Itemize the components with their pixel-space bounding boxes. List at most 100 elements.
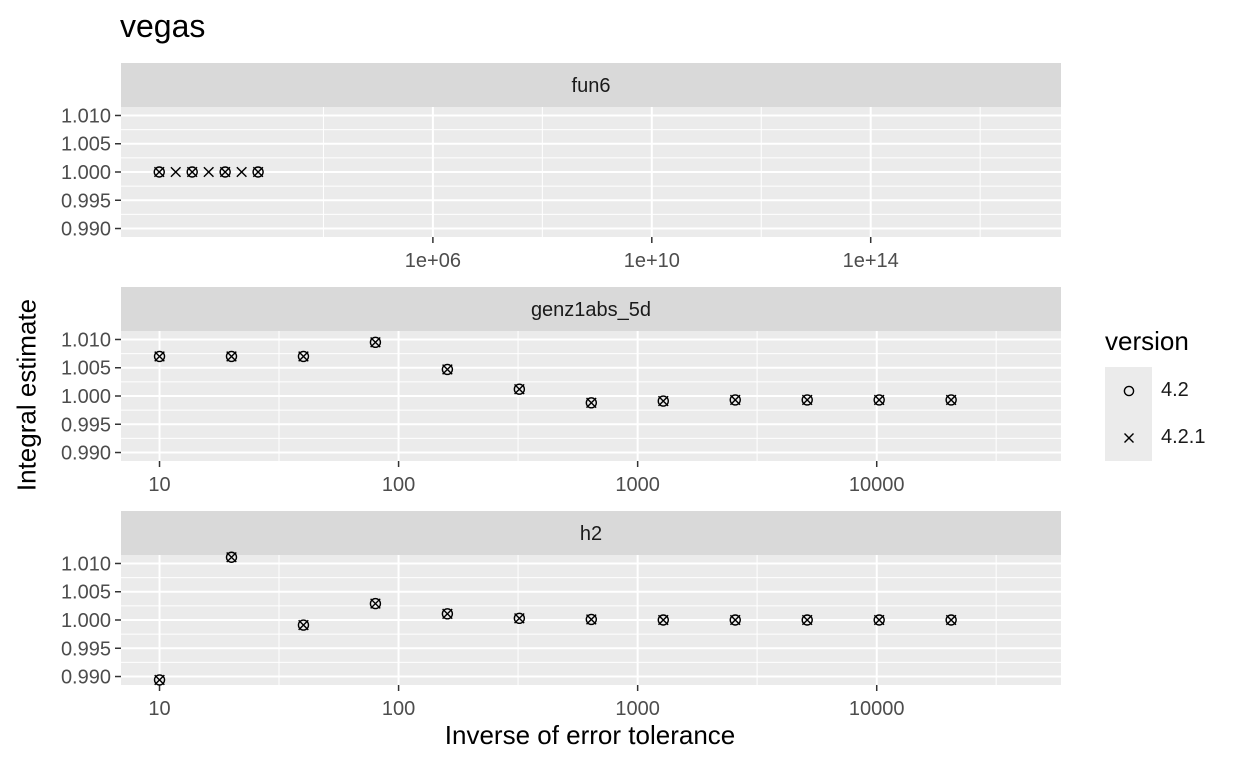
legend-title: version [1105,326,1189,356]
data-point-4-2 [585,397,598,409]
data-point-4-2-1 [370,598,381,609]
data-point-4-2 [369,336,382,349]
legend-entry-4-2-1: 4.2.1 [1105,414,1205,461]
data-point-4-2-1 [514,383,525,395]
cross-icon [1123,432,1134,443]
data-point-4-2-1 [154,674,165,686]
data-point-4-2 [297,350,310,363]
y-tick-label: 0.995 [61,638,111,660]
y-tick-label: 1.000 [61,162,111,184]
data-point-4-2-1 [203,166,214,178]
data-point-4-2-1 [170,166,182,178]
data-point-4-2-1 [586,397,597,409]
x-tick-label: 1000 [615,698,660,720]
x-tick-label: 100 [382,698,415,720]
data-point-4-2-1 [442,364,453,375]
y-tick-label: 1.010 [61,553,111,575]
data-point-4-2-1 [298,351,309,362]
legend-key-circle [1105,367,1152,414]
data-point-4-2 [225,551,238,563]
y-tick-label: 0.990 [61,443,111,465]
y-tick-label: 1.010 [61,105,111,127]
data-point-4-2 [297,619,310,631]
data-point-4-2-1 [252,166,264,178]
x-tick-label: 1000 [615,474,660,496]
y-axis-label: Integral estimate [11,298,42,492]
data-point-4-2-1 [226,551,237,563]
facet-strip-label: fun6 [572,75,611,97]
x-tick-label: 1e+06 [405,250,461,272]
x-tick-label: 1e+14 [843,250,899,272]
data-point-4-2 [513,612,526,625]
data-point-4-2-1 [945,394,957,406]
data-point-4-2-1 [298,619,309,631]
facet-strip [121,511,1061,555]
y-tick-label: 1.000 [61,386,111,408]
data-point-4-2 [153,350,166,363]
legend-label: 4.2 [1161,379,1189,401]
data-point-4-2 [441,363,454,376]
data-point-4-2-1 [945,614,957,626]
data-point-4-2-1 [586,614,597,625]
x-tick-label: 10 [148,698,170,720]
facet-strip [121,63,1061,107]
facet-strip-label: h2 [580,523,602,545]
data-point-4-2 [729,614,741,626]
data-point-4-2 [225,350,238,363]
y-tick-label: 1.005 [61,582,111,604]
legend-entry-4-2: 4.2 [1105,367,1205,414]
data-point-4-2 [801,614,813,626]
data-point-4-2 [252,166,264,178]
chart-title: vegas [120,8,206,44]
y-tick-label: 0.990 [61,667,111,689]
data-point-4-2 [945,394,957,406]
data-point-4-2 [186,166,198,178]
data-point-4-2-1 [873,614,885,626]
data-point-4-2-1 [186,166,198,178]
data-point-4-2 [801,394,813,406]
y-tick-label: 0.990 [61,219,111,241]
x-tick-label: 10000 [849,474,905,496]
x-tick-label: 100 [382,474,415,496]
data-point-4-2-1 [801,394,813,406]
data-point-4-2 [729,394,741,406]
facet-strip [121,287,1061,331]
data-point-4-2-1 [657,614,669,626]
data-point-4-2-1 [801,614,813,626]
y-tick-label: 1.005 [61,358,111,380]
data-point-4-2 [441,608,454,620]
x-axis-label: Inverse of error tolerance [444,720,736,750]
data-point-4-2-1 [514,613,525,624]
data-point-4-2 [153,674,166,686]
facet-strip-label: genz1abs_5d [531,299,651,321]
data-point-4-2 [945,614,957,626]
legend-key-cross [1105,414,1152,461]
y-tick-label: 1.000 [61,610,111,632]
x-tick-label: 1e+10 [624,250,680,272]
data-point-4-2 [513,383,526,395]
data-point-4-2-1 [219,166,231,178]
data-point-4-2-1 [370,337,381,348]
data-point-4-2-1 [442,608,453,620]
legend-label: 4.2.1 [1161,426,1206,448]
data-point-4-2 [873,394,885,406]
data-point-4-2 [153,166,165,178]
data-point-4-2-1 [153,166,165,178]
y-tick-label: 1.010 [61,329,111,351]
data-point-4-2-1 [236,166,247,178]
data-point-4-2-1 [154,351,165,362]
data-point-4-2-1 [657,395,669,407]
y-tick-label: 1.005 [61,134,111,156]
data-point-4-2 [369,597,382,610]
y-tick-label: 0.995 [61,190,111,212]
data-point-4-2-1 [729,394,741,406]
data-point-4-2 [219,166,231,178]
data-point-4-2-1 [729,614,741,626]
x-tick-label: 10000 [849,698,905,720]
data-point-4-2 [657,395,669,407]
data-point-4-2-1 [226,351,237,362]
x-tick-label: 10 [148,474,170,496]
data-point-4-2-1 [873,394,885,406]
